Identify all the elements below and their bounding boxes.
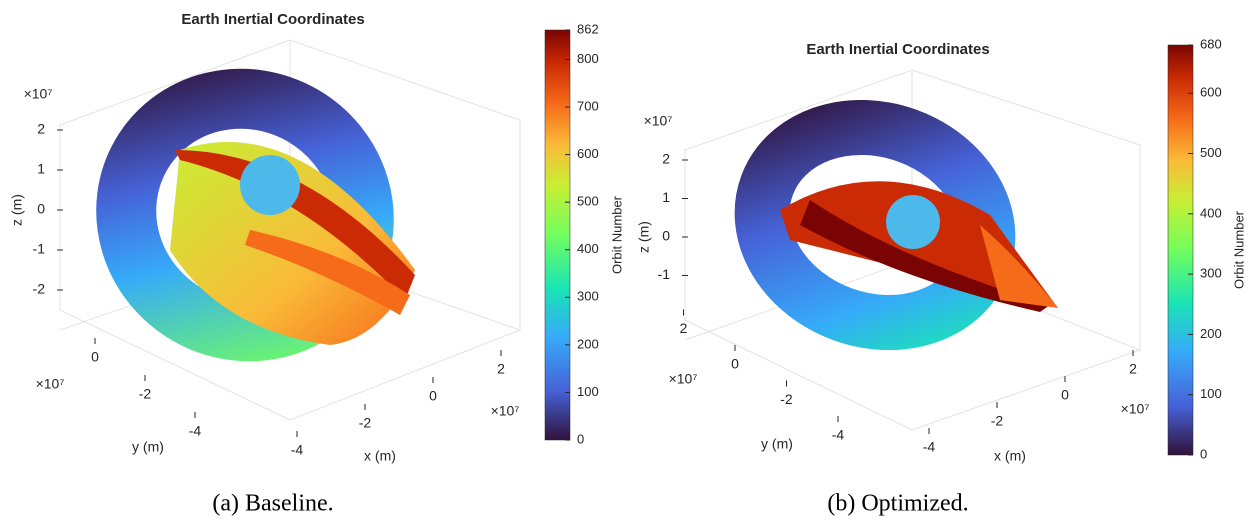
- z-tick-label: -2: [33, 281, 46, 297]
- y-tick-label: -2: [139, 386, 152, 402]
- z-tick-label: 2: [37, 121, 45, 137]
- colorbar-tick-label: 100: [577, 384, 599, 399]
- colorbar-tick-label: 200: [1200, 326, 1222, 341]
- y-tick-label: 0: [731, 356, 739, 372]
- z-tick-label: 2: [662, 151, 670, 167]
- colorbar-tick-label: 500: [577, 194, 599, 209]
- x-axis-label: x (m): [994, 448, 1026, 464]
- x-tick-label: -2: [991, 413, 1004, 429]
- x-axis-label: x (m): [364, 448, 396, 464]
- chart-title: Earth Inertial Coordinates: [806, 41, 989, 58]
- colorbar-tick-label: 0: [577, 431, 584, 446]
- axis-exponent: ×10⁷: [491, 403, 520, 419]
- y-tick-label: 0: [91, 349, 99, 365]
- z-tick-label: 1: [662, 189, 670, 205]
- colorbar-tick-label: 400: [1200, 205, 1222, 220]
- x-tick-label: -4: [923, 439, 936, 455]
- colorbar-tick-label: 300: [577, 289, 599, 304]
- z-tick-label: 0: [37, 201, 45, 217]
- x-tick-label: 0: [1061, 387, 1069, 403]
- y-tick-label: -2: [780, 391, 793, 407]
- colorbar-label: Orbit Number: [609, 195, 624, 274]
- colorbar: [544, 29, 571, 441]
- y-tick-label: -4: [189, 423, 202, 439]
- orbit-surface: [734, 99, 1058, 351]
- colorbar-tick-label: 800: [577, 51, 599, 66]
- colorbar-tick-label: 600: [1200, 85, 1222, 100]
- y-tick-label: 2: [680, 320, 688, 336]
- z-axis-label: z (m): [636, 221, 652, 253]
- z-tick-label: 0: [662, 228, 670, 244]
- colorbar: [1167, 44, 1194, 456]
- colorbar-tick-label: 400: [577, 241, 599, 256]
- axis-exponent: ×10⁷: [1121, 401, 1150, 417]
- axis-exponent: ×10⁷: [24, 86, 53, 102]
- axis-exponent: ×10⁷: [644, 113, 673, 129]
- z-tick-label: -1: [658, 266, 671, 282]
- x-tick-label: -4: [291, 442, 304, 458]
- colorbar-tick-label: 500: [1200, 145, 1222, 160]
- y-axis-label: y (m): [761, 436, 793, 452]
- colorbar-tick-label: 862: [577, 21, 599, 36]
- axis-exponent: ×10⁷: [36, 376, 65, 392]
- x-tick-label: -2: [359, 415, 372, 431]
- colorbar-tick-label: 300: [1200, 266, 1222, 281]
- caption: (b) Optimized.: [827, 491, 968, 517]
- z-tick-label: 1: [37, 161, 45, 177]
- colorbar-label: Orbit Number: [1231, 210, 1246, 289]
- orbit-surface: [96, 68, 415, 362]
- colorbar-tick-label: 680: [1200, 36, 1222, 51]
- colorbar-tick-label: 100: [1200, 386, 1222, 401]
- x-tick-label: 0: [429, 388, 437, 404]
- z-axis-label: z (m): [9, 194, 25, 226]
- colorbar-tick-label: 200: [577, 336, 599, 351]
- chart-title: Earth Inertial Coordinates: [181, 11, 364, 28]
- x-tick-label: 2: [497, 361, 505, 377]
- x-tick-label: 2: [1129, 361, 1137, 377]
- caption: (a) Baseline.: [212, 491, 333, 517]
- colorbar-tick-label: 600: [577, 146, 599, 161]
- y-axis-label: y (m): [132, 439, 164, 455]
- axis-exponent: ×10⁷: [669, 371, 698, 387]
- colorbar-tick-label: 0: [1200, 446, 1207, 461]
- z-tick-label: -1: [33, 241, 46, 257]
- y-tick-label: -4: [832, 427, 845, 443]
- colorbar-tick-label: 700: [577, 98, 599, 113]
